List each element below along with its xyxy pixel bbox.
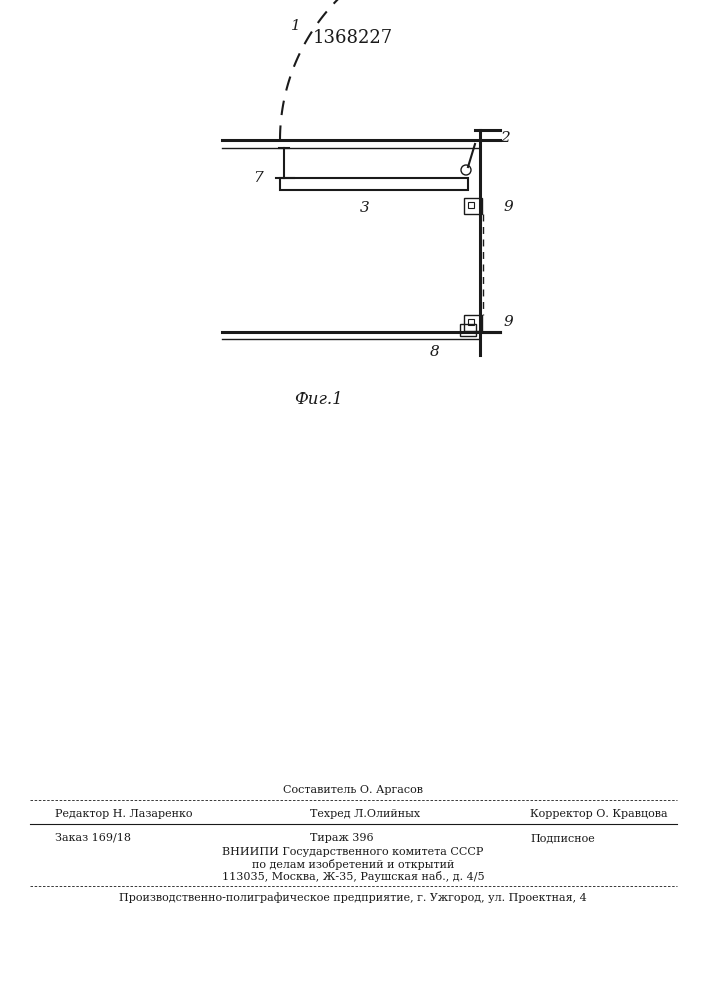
Bar bbox=[468, 319, 474, 325]
Text: по делам изобретений и открытий: по делам изобретений и открытий bbox=[252, 858, 454, 869]
Text: 8: 8 bbox=[430, 345, 440, 359]
Bar bbox=[464, 315, 482, 331]
Bar bbox=[464, 198, 482, 214]
Text: Составитель О. Аргасов: Составитель О. Аргасов bbox=[283, 785, 423, 795]
Text: Заказ 169/18: Заказ 169/18 bbox=[55, 833, 131, 843]
Bar bbox=[460, 324, 476, 336]
Text: Фиг.1: Фиг.1 bbox=[293, 391, 342, 408]
Text: 2: 2 bbox=[500, 131, 510, 145]
Text: Производственно-полиграфическое предприятие, г. Ужгород, ул. Проектная, 4: Производственно-полиграфическое предприя… bbox=[119, 893, 587, 903]
Text: 1: 1 bbox=[291, 19, 300, 33]
Bar bbox=[468, 202, 474, 208]
Bar bbox=[280, 178, 468, 190]
Text: 9: 9 bbox=[504, 200, 514, 214]
Text: 9: 9 bbox=[504, 315, 514, 329]
Text: 3: 3 bbox=[360, 201, 370, 215]
Text: Подписное: Подписное bbox=[530, 833, 595, 843]
Text: Техред Л.Олийных: Техред Л.Олийных bbox=[310, 809, 420, 819]
Text: Тираж 396: Тираж 396 bbox=[310, 833, 373, 843]
Text: Редактор Н. Лазаренко: Редактор Н. Лазаренко bbox=[55, 809, 192, 819]
Text: 1368227: 1368227 bbox=[313, 29, 393, 47]
Text: 113035, Москва, Ж-35, Раушская наб., д. 4/5: 113035, Москва, Ж-35, Раушская наб., д. … bbox=[222, 870, 484, 882]
Text: 7: 7 bbox=[253, 171, 263, 185]
Text: Корректор О. Кравцова: Корректор О. Кравцова bbox=[530, 809, 667, 819]
Text: ВНИИПИ Государственного комитета СССР: ВНИИПИ Государственного комитета СССР bbox=[222, 847, 484, 857]
